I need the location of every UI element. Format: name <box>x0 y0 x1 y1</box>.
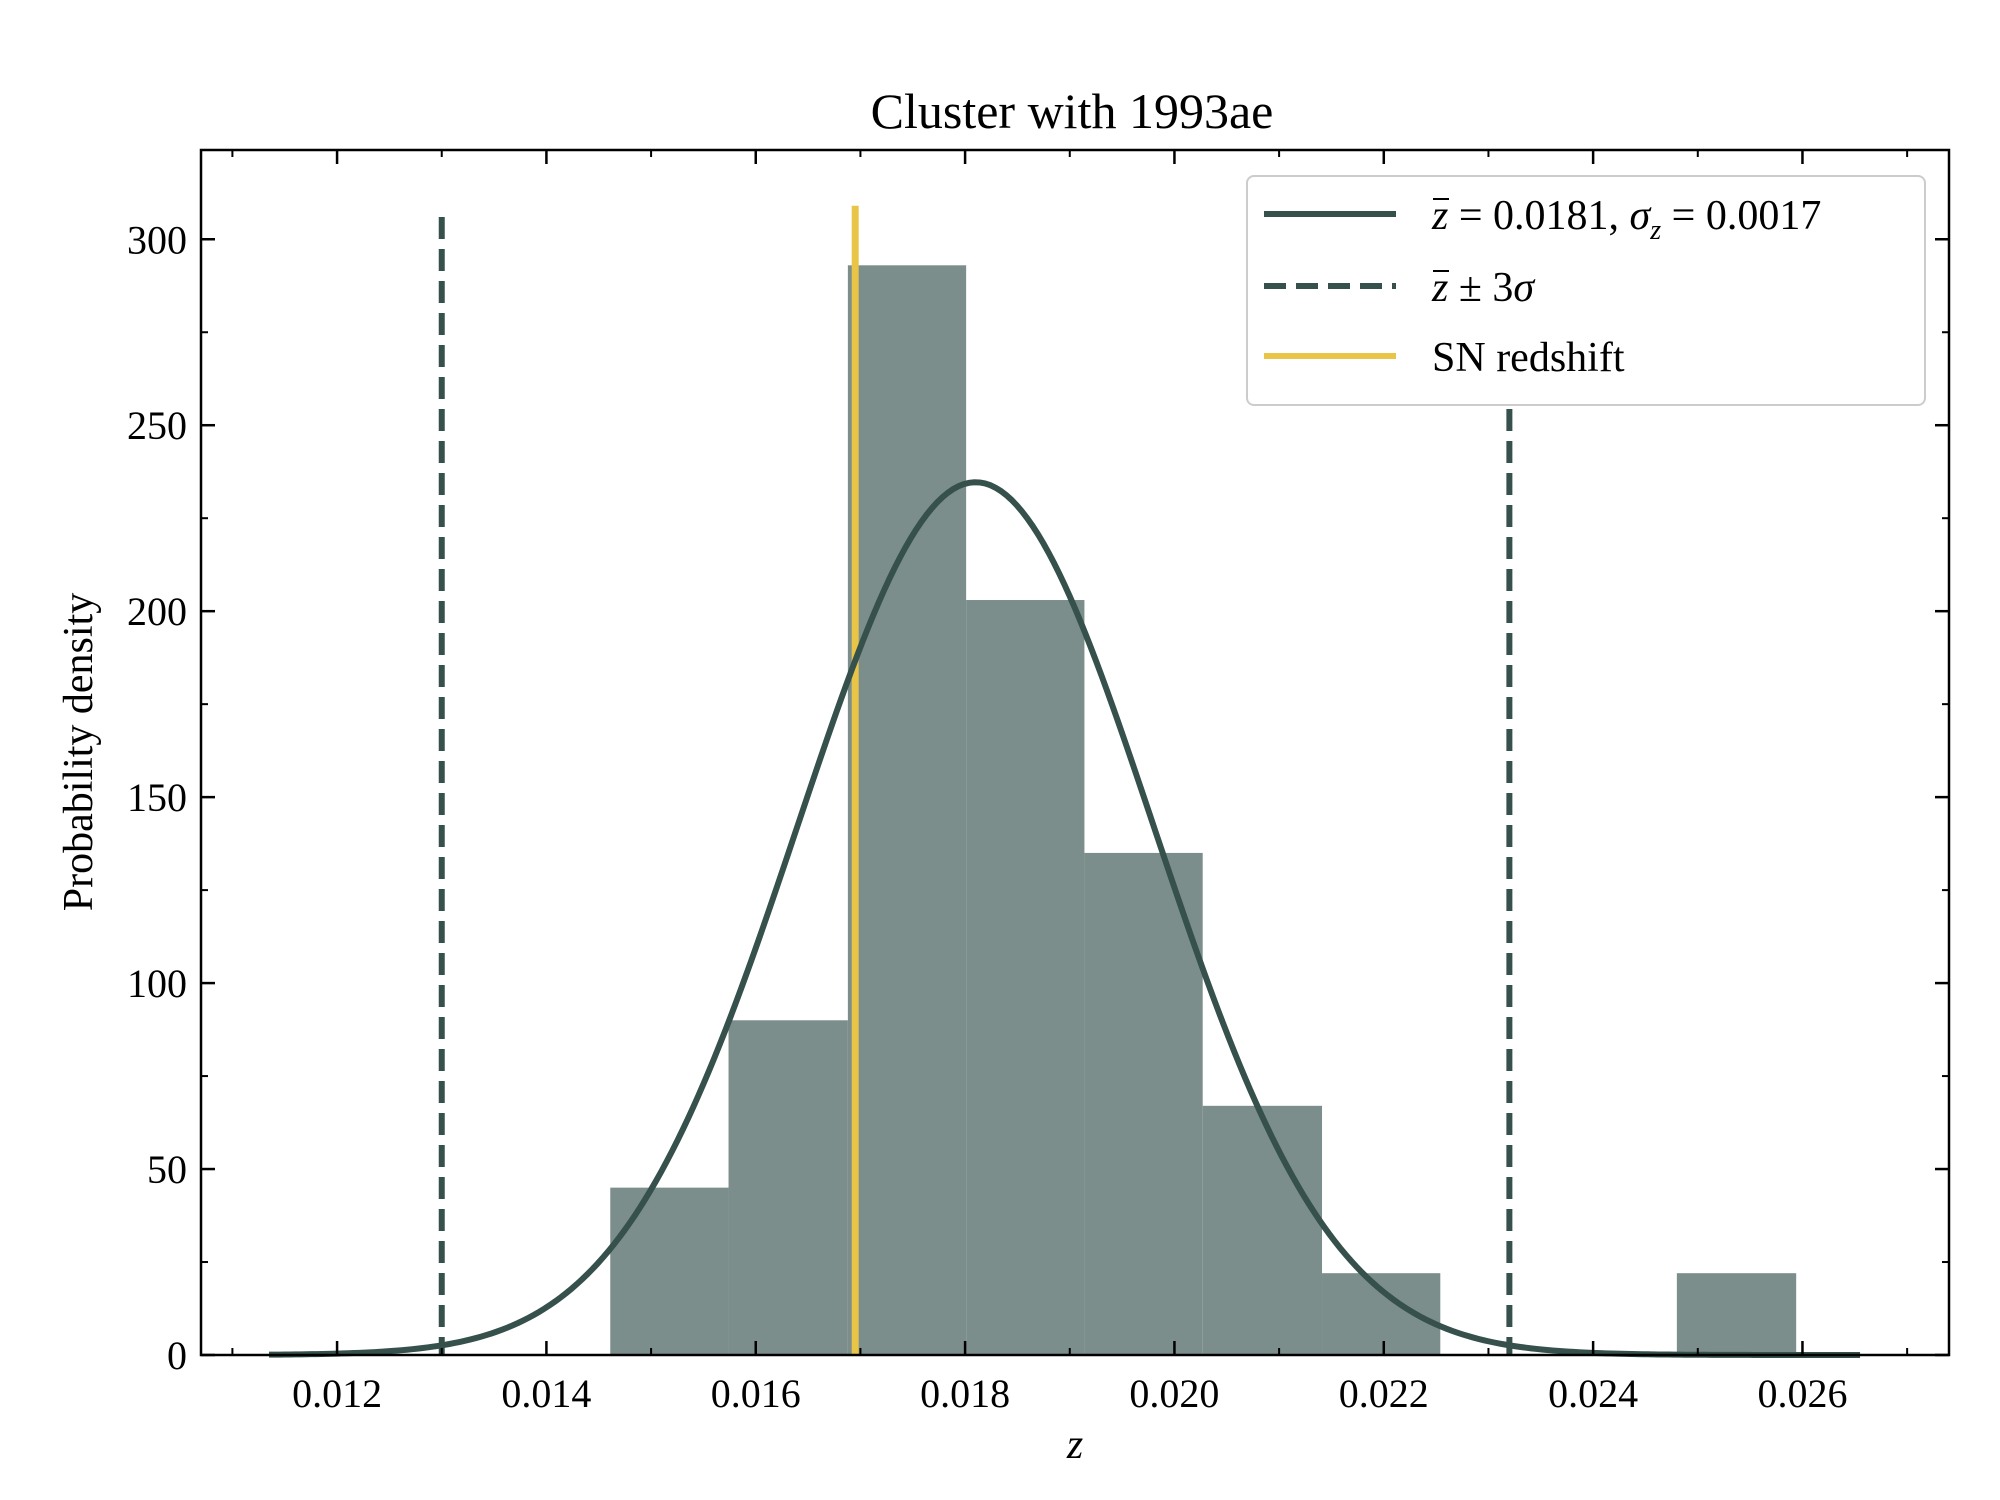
histogram-bars <box>610 265 1797 1355</box>
x-tick-label: 0.020 <box>1129 1371 1219 1416</box>
y-tick-label: 200 <box>127 589 187 634</box>
x-tick-label: 0.024 <box>1548 1371 1638 1416</box>
legend-zbar: z <box>1431 193 1448 239</box>
plot-frame <box>199 148 1951 1357</box>
x-tick-label: 0.022 <box>1339 1371 1429 1416</box>
histogram-bar <box>966 600 1085 1355</box>
legend-fit-label: z = 0.0181, σz = 0.0017 <box>1431 193 1821 246</box>
histogram-bar <box>847 265 967 1355</box>
x-tick-label: 0.012 <box>292 1371 382 1416</box>
histogram-bar <box>1084 852 1203 1355</box>
y-tick-label: 300 <box>127 217 187 262</box>
legend-box <box>1246 175 1926 406</box>
histogram-bar <box>1202 1105 1323 1355</box>
chart-title: Cluster with 1993ae <box>871 83 1274 139</box>
legend-sigma-label: z ± 3σ <box>1431 265 1536 311</box>
x-tick-label: 0.016 <box>711 1371 801 1416</box>
legend: z = 0.0181, σz = 0.0017 z ± 3σ SN redshi… <box>1246 175 1926 406</box>
x-tick-label: 0.014 <box>501 1371 591 1416</box>
y-tick-label: 0 <box>167 1333 187 1378</box>
x-ticks: 0.012 0.014 0.016 0.018 0.020 0.022 0.024 0.026 <box>231 150 1909 1416</box>
x-axis-label: z <box>1066 1422 1083 1468</box>
y-ticks: 0 50 100 150 200 250 300 <box>127 217 1949 1378</box>
histogram-bar <box>728 1020 848 1355</box>
histogram-bar <box>1322 1273 1441 1355</box>
y-tick-label: 150 <box>127 775 187 820</box>
y-axis-label: Probability density <box>56 593 102 912</box>
x-tick-label: 0.026 <box>1757 1371 1847 1416</box>
y-tick-label: 250 <box>127 403 187 448</box>
y-tick-label: 50 <box>147 1147 187 1192</box>
gaussian-fit-curve <box>269 479 1861 1358</box>
x-tick-label: 0.018 <box>920 1371 1010 1416</box>
legend-sn-label: SN redshift <box>1432 335 1625 381</box>
histogram-bar <box>1676 1273 1797 1355</box>
three-sigma-lines <box>438 216 1513 1355</box>
histogram-bar <box>610 1187 729 1355</box>
y-tick-label: 100 <box>127 961 187 1006</box>
